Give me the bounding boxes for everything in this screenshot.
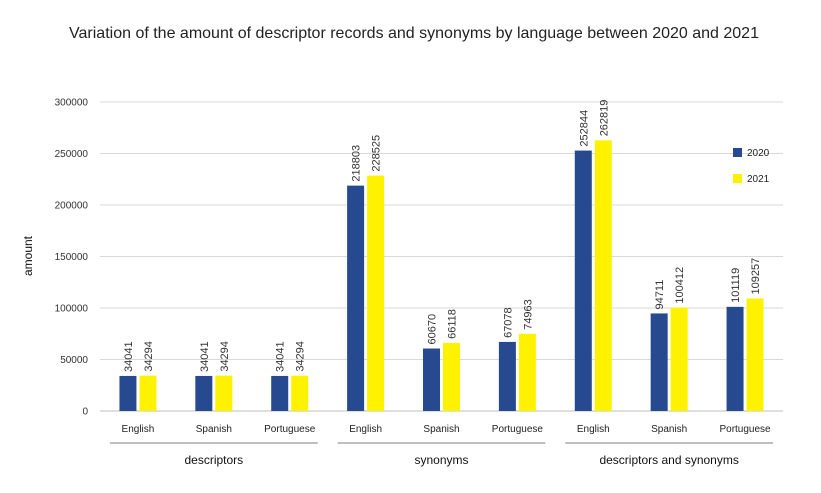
data-label: 252844 — [578, 110, 590, 147]
data-label: 67078 — [502, 307, 514, 338]
bar-2020-descriptors-and-synonyms-spanish — [650, 313, 668, 411]
data-label: 74963 — [522, 299, 534, 330]
data-label: 34041 — [199, 341, 211, 372]
legend-label-2020: 2020 — [747, 148, 770, 159]
y-tick-label: 200000 — [55, 201, 89, 212]
data-label: 228525 — [371, 135, 383, 172]
category-label: Spanish — [196, 424, 232, 435]
y-tick-label: 50000 — [60, 355, 88, 366]
category-label: Spanish — [651, 424, 687, 435]
group-label: descriptors and synonyms — [599, 453, 738, 467]
y-tick-label: 150000 — [55, 252, 89, 263]
group-labels: descriptors synonyms descriptors and synon… — [110, 442, 773, 467]
y-axis-label: amount — [21, 235, 35, 276]
gridlines — [100, 101, 783, 412]
category-label: Spanish — [423, 424, 459, 435]
group-label: descriptors — [184, 453, 243, 467]
category-label: Portuguese — [719, 424, 771, 435]
y-tick-label: 0 — [82, 407, 88, 418]
bar-2020-synonyms-english — [347, 185, 365, 411]
category-label: Portuguese — [264, 424, 316, 435]
legend-label-2021: 2021 — [747, 174, 770, 185]
data-label: 66118 — [447, 309, 459, 339]
data-label: 100412 — [674, 267, 686, 304]
data-label: 218803 — [351, 145, 363, 182]
bar-2021-synonyms-portuguese — [518, 333, 536, 411]
data-label: 34294 — [295, 341, 307, 372]
legend-swatch-2020 — [733, 148, 742, 157]
bar-2021-descriptors-spanish — [215, 375, 233, 411]
bar-2020-synonyms-portuguese — [498, 341, 516, 411]
legend: 2020 2021 — [733, 148, 770, 185]
bar-2021-descriptors-portuguese — [291, 375, 309, 411]
data-label: 101119 — [730, 268, 742, 303]
category-labels: English Spanish Portuguese English Spanish Po… — [122, 424, 772, 435]
y-tick-label: 300000 — [55, 98, 89, 109]
y-tick-label: 100000 — [55, 304, 89, 315]
legend-swatch-2021 — [733, 174, 742, 183]
data-label: 34041 — [123, 341, 135, 372]
bar-2021-descriptors-and-synonyms-portuguese — [746, 298, 764, 411]
bar-2020-descriptors-and-synonyms-english — [574, 150, 592, 411]
bar-2020-descriptors-portuguese — [271, 375, 289, 411]
bar-2021-synonyms-spanish — [443, 342, 460, 411]
data-label: 94711 — [654, 280, 666, 310]
y-axis-ticks: 0 50000 100000 150000 200000 250000 300000 — [55, 98, 89, 418]
bar-2021-descriptors-and-synonyms-spanish — [670, 307, 688, 411]
category-label: English — [349, 424, 382, 435]
data-label: 34294 — [143, 341, 155, 372]
data-label: 34294 — [219, 341, 231, 372]
chart-title: Variation of the amount of descriptor re… — [69, 25, 759, 42]
bar-2020-descriptors-english — [119, 375, 137, 411]
data-label: 262819 — [598, 100, 610, 137]
category-label: English — [122, 424, 155, 435]
y-tick-label: 250000 — [55, 149, 89, 160]
bars — [119, 140, 764, 411]
bar-2020-synonyms-spanish — [423, 348, 440, 411]
data-labels: 34041 34294 34041 34294 34041 34294 218803 2285… — [123, 100, 762, 372]
data-label: 34041 — [275, 341, 287, 372]
bar-2021-synonyms-english — [367, 175, 385, 411]
bar-2020-descriptors-spanish — [195, 375, 213, 411]
group-label: synonyms — [414, 453, 468, 467]
data-label: 60670 — [427, 314, 439, 345]
bar-2020-descriptors-and-synonyms-portuguese — [726, 306, 744, 411]
bar-2021-descriptors-and-synonyms-english — [594, 140, 612, 411]
category-label: English — [577, 424, 610, 435]
bar-2021-descriptors-english — [139, 375, 157, 411]
data-label: 109257 — [750, 258, 762, 295]
category-label: Portuguese — [492, 424, 544, 435]
